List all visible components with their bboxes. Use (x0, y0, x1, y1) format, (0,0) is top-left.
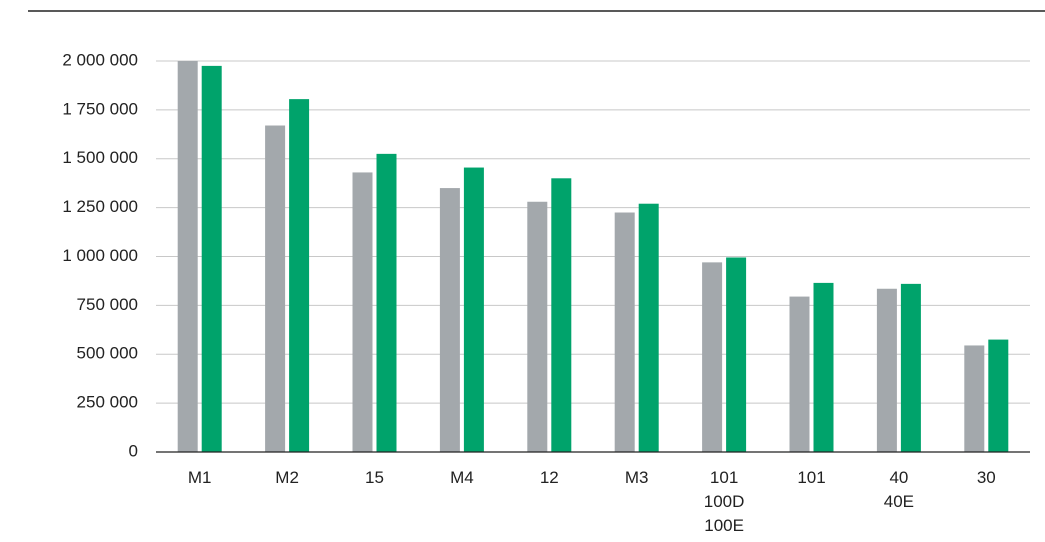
bar-series-1 (527, 201, 548, 452)
y-tick-label: 1 500 000 (62, 148, 138, 167)
x-category-label: M1 (188, 468, 212, 487)
y-tick-label: 2 000 000 (62, 50, 138, 69)
bar-series-2 (376, 153, 397, 453)
gridlines (156, 60, 1030, 404)
bar-series-2 (813, 282, 834, 452)
y-tick-label: 500 000 (77, 344, 138, 363)
x-category-label: 101 100D 100E (704, 468, 745, 535)
bar-series-1 (439, 188, 460, 452)
bar-series-2 (289, 99, 310, 452)
x-category-label: M4 (450, 468, 474, 487)
bar-series-2 (900, 283, 921, 452)
bar-series-1 (177, 61, 198, 452)
bar-series-1 (876, 288, 897, 452)
bar-series-2 (988, 339, 1009, 452)
bar-series-1 (702, 262, 723, 452)
y-axis-tick-labels: 0 250 000 500 000 750 000 1 000 000 1 250 000… (62, 50, 138, 460)
bar-series-2 (551, 178, 572, 453)
bar-series-1 (964, 345, 985, 452)
x-axis-category-labels: M1 M2 15 M4 12 M3 101 100D 100E 101 40 40E 30 (188, 468, 996, 535)
bar-series-2 (201, 65, 222, 452)
y-tick-label: 1 750 000 (62, 99, 138, 118)
x-category-label: 12 (540, 468, 559, 487)
bars (177, 61, 1009, 453)
x-category-label: M3 (625, 468, 649, 487)
x-category-label: M2 (275, 468, 299, 487)
y-tick-label: 250 000 (77, 393, 138, 412)
y-tick-label: 0 (129, 441, 138, 460)
bar-series-1 (789, 296, 810, 452)
y-tick-label: 1 000 000 (62, 246, 138, 265)
x-category-label: 30 (977, 468, 996, 487)
bar-series-2 (463, 167, 484, 453)
x-category-label: 15 (365, 468, 384, 487)
bar-series-1 (352, 172, 373, 452)
x-category-label: 40 40E (884, 468, 914, 511)
y-tick-label: 1 250 000 (62, 197, 138, 216)
bar-series-1 (614, 212, 635, 452)
y-tick-label: 750 000 (77, 295, 138, 314)
x-category-label: 101 (797, 468, 825, 487)
bar-series-2 (638, 203, 659, 452)
bar-series-2 (726, 257, 747, 452)
bar-series-1 (265, 125, 286, 452)
